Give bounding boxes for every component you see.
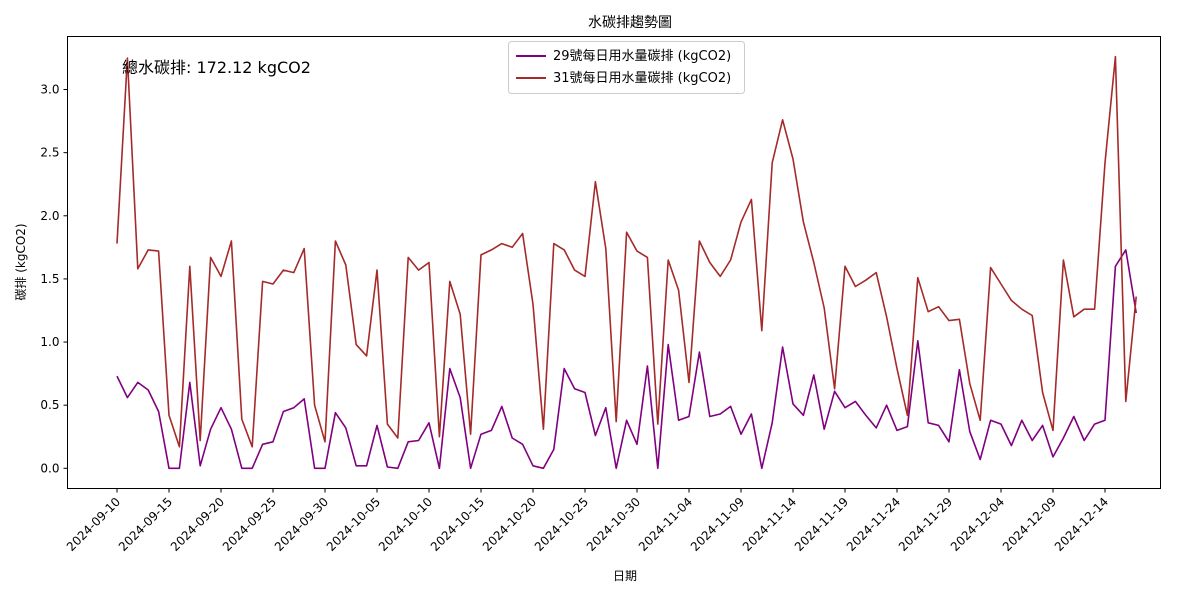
x-tick-label: 2024-10-05 (324, 495, 383, 554)
x-tick-label: 2024-12-04 (948, 495, 1007, 554)
x-tick-label: 2024-11-29 (896, 495, 955, 554)
legend: 29號每日用水量碳排 (kgCO2) 31號每日用水量碳排 (kgCO2) (508, 41, 745, 94)
x-tick-label: 2024-12-14 (1052, 495, 1111, 554)
x-tick-label: 2024-10-25 (532, 495, 591, 554)
x-axis-label: 日期 (613, 569, 637, 583)
x-tick-label: 2024-11-19 (792, 495, 851, 554)
x-tick-label: 2024-10-30 (584, 495, 643, 554)
y-tick-label: 3.0 (40, 83, 59, 97)
x-tick-label: 2024-09-15 (116, 495, 175, 554)
legend-label-2: 31號每日用水量碳排 (kgCO2) (553, 70, 731, 86)
x-tick-label: 2024-12-09 (1000, 495, 1059, 554)
x-axis: 2024-09-102024-09-152024-09-202024-09-25… (64, 488, 1111, 554)
legend-box (508, 41, 745, 94)
y-tick-label: 0.5 (40, 398, 59, 412)
x-tick-label: 2024-11-04 (636, 495, 695, 554)
y-axis-label: 碳排 (kgCO2) (14, 223, 28, 300)
x-tick-label: 2024-09-10 (64, 495, 123, 554)
x-tick-label: 2024-10-10 (376, 495, 435, 554)
y-tick-label: 2.5 (40, 146, 59, 160)
y-tick-label: 1.5 (40, 272, 59, 286)
series-line-2 (116, 55, 1137, 448)
y-tick-label: 1.0 (40, 335, 59, 349)
x-tick-label: 2024-11-14 (740, 495, 799, 554)
series-layer (116, 55, 1137, 470)
x-tick-label: 2024-09-30 (272, 495, 331, 554)
y-tick-label: 0.0 (40, 461, 59, 475)
x-tick-label: 2024-09-25 (220, 495, 279, 554)
x-tick-label: 2024-10-20 (480, 495, 539, 554)
plot-area (67, 36, 1161, 489)
total-annotation: 總水碳排: 172.12 kgCO2 (122, 58, 311, 77)
series-line-1 (116, 249, 1137, 470)
x-tick-label: 2024-09-20 (168, 495, 227, 554)
chart-title: 水碳排趨勢圖 (588, 15, 672, 31)
x-tick-label: 2024-11-09 (688, 495, 747, 554)
plot-frame (67, 36, 1161, 489)
y-axis: 0.0 0.5 1.0 1.5 2.0 2.5 3.0 (40, 83, 68, 475)
x-tick-label: 2024-11-24 (844, 495, 903, 554)
y-tick-label: 2.0 (40, 209, 59, 223)
legend-label-1: 29號每日用水量碳排 (kgCO2) (553, 48, 731, 64)
x-tick-label: 2024-10-15 (428, 495, 487, 554)
